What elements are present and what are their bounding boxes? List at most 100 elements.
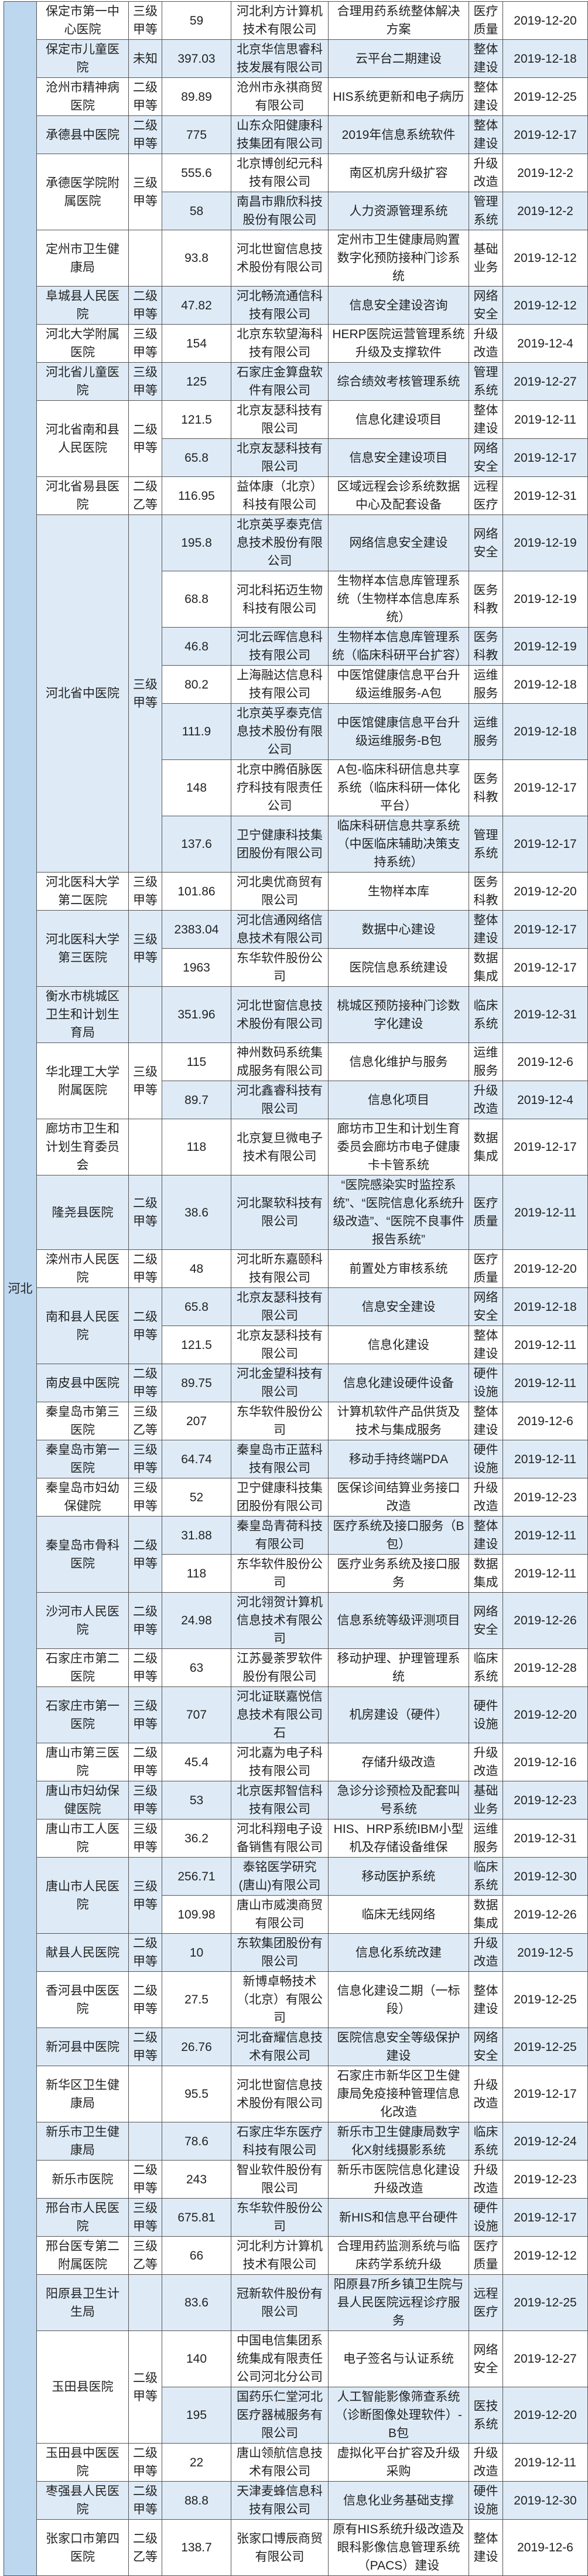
hospital-grade-cell: 二级甲等: [128, 1249, 162, 1288]
amount-cell: 207: [162, 1402, 231, 1440]
date-cell: 2019-12-20: [502, 1, 588, 40]
table-row: 石家庄市第二医院 二级甲等 63 江苏曼荼罗软件股份有限公司 移动护理、护理管理系统 临床…: [4, 1648, 588, 1687]
hospital-name-cell: 南和县人民医院: [36, 1287, 129, 1364]
category-cell: 管理系统: [469, 362, 503, 401]
vendor-cell: 北京中腾佰脉医疗科技有限责任公司: [231, 759, 329, 816]
amount-cell: 121.5: [162, 400, 231, 439]
hospital-name-cell: 南皮县中医院: [36, 1364, 129, 1402]
hospital-name-cell: 邢台市人民医院: [36, 2198, 129, 2237]
amount-cell: 140: [162, 2330, 231, 2387]
project-cell: 前置处方审核系统: [328, 1249, 469, 1288]
amount-cell: 555.6: [162, 154, 231, 192]
date-cell: 2019-12-4: [502, 324, 588, 363]
project-cell: 新乐市卫生健康局数字化X射线摄影系统: [328, 2122, 469, 2161]
amount-cell: 24.98: [162, 1592, 231, 1649]
category-cell: 运维服务: [469, 703, 503, 760]
project-cell: 生物样本信息库管理系统（生物样本信息库系统）: [328, 571, 469, 628]
hospital-grade-cell: 三级甲等: [128, 872, 162, 911]
category-cell: 升级改造: [469, 1743, 503, 1781]
category-cell: 硬件设施: [469, 1440, 503, 1478]
project-cell: 电子签名与认证系统: [328, 2330, 469, 2387]
category-cell: 临床系统: [469, 2122, 503, 2161]
date-cell: 2019-12-20: [502, 1249, 588, 1288]
hospital-name-cell: 衡水市桃城区卫生和计划生育局: [36, 986, 129, 1043]
amount-cell: 52: [162, 1478, 231, 1517]
vendor-cell: 南昌市鼎欣科技股份有限公司: [231, 192, 329, 230]
project-cell: 定州市卫生健康局购置数字化预防接种门诊系统: [328, 230, 469, 287]
hospital-grade-cell: 三级甲等: [128, 514, 162, 873]
amount-cell: 101.86: [162, 872, 231, 911]
date-cell: 2019-12-24: [502, 2122, 588, 2161]
project-cell: 存储升级改造: [328, 1743, 469, 1781]
hospital-grade-cell: 二级甲等: [128, 1648, 162, 1687]
vendor-cell: 河北信通网络信息技术有限公司: [231, 910, 329, 949]
hospital-name-cell: 唐山市人民医院: [36, 1857, 129, 1934]
vendor-cell: 新博卓畅技术（北京）有限公司: [231, 1971, 329, 2028]
category-cell: 网络安全: [469, 1287, 503, 1326]
hospital-name-cell: 阳原县卫生计生局: [36, 2274, 129, 2331]
hospital-name-cell: 阜城县人民医院: [36, 286, 129, 325]
category-cell: 临床系统: [469, 986, 503, 1043]
vendor-cell: 河北利方计算机技术有限公司: [231, 2236, 329, 2275]
date-cell: 2019-12-2: [502, 154, 588, 192]
date-cell: 2019-12-17: [502, 438, 588, 477]
vendor-cell: 北京华信思睿科技发展有限公司: [231, 39, 329, 78]
date-cell: 2019-12-6: [502, 1042, 588, 1081]
table-row: 89.7 河北鑫睿科技有限公司 信息化项目 升级改造 2019-12-4: [4, 1081, 588, 1119]
category-cell: 基础业务: [469, 1781, 503, 1819]
project-cell: 中医馆健康信息平台升级运维服务-A包: [328, 665, 469, 704]
amount-cell: 48: [162, 1249, 231, 1288]
category-cell: 升级改造: [469, 1478, 503, 1517]
amount-cell: 88.8: [162, 2481, 231, 2520]
category-cell: 整体建设: [469, 1971, 503, 2028]
vendor-cell: 神州数码系统集成服务有限公司: [231, 1042, 329, 1081]
table-row: 148 北京中腾佰脉医疗科技有限责任公司 A包-临床科研信息共享系统（临床科研一体化…: [4, 759, 588, 816]
amount-cell: 116.95: [162, 476, 231, 515]
vendor-cell: 卫宁健康科技集团股份有限公司: [231, 816, 329, 873]
hospital-name-cell: 河北省中医院: [36, 514, 129, 873]
date-cell: 2019-12-6: [502, 2519, 588, 2576]
amount-cell: 109.98: [162, 1895, 231, 1934]
vendor-cell: 北京英孚泰克信息技术股份有限公司: [231, 514, 329, 571]
date-cell: 2019-12-11: [502, 1326, 588, 1364]
vendor-cell: 冠新软件股份有限公司: [231, 2274, 329, 2331]
project-cell: 临床科研信息共享系统（中医临床辅助决策支持系统）: [328, 816, 469, 873]
table-row: 唐山市工人医院 三级甲等 36.2 河北科翔电子设备销售有限公司 HIS、HRP系统IB…: [4, 1819, 588, 1858]
project-cell: 合理用药系统整体解决方案: [328, 1, 469, 40]
table-row: 秦皇岛市骨科医院 二级甲等 31.88 秦皇岛青荷科技有限公司 医疗系统及接口服务（B包…: [4, 1516, 588, 1593]
table-row: 玉田县中医医院 二级甲等 22 唐山领航信息技术有限公司 虚拟化平台扩容及升级采购 升级改…: [4, 2443, 588, 2482]
table-row: 65.8 北京友瑟科技有限公司 信息安全建设项目 网络安全 2019-12-17: [4, 438, 588, 477]
category-cell: 升级改造: [469, 1933, 503, 1972]
hospital-name-cell: 定州市卫生健康局: [36, 230, 129, 287]
hospital-grade-cell: 三级甲等: [128, 1440, 162, 1478]
amount-cell: 256.71: [162, 1857, 231, 1896]
amount-cell: 118: [162, 1554, 231, 1593]
vendor-cell: 江苏曼荼罗软件股份有限公司: [231, 1648, 329, 1687]
hospital-name-cell: 承德医学院附属医院: [36, 154, 129, 230]
table-row: 华北理工大学附属医院 三级甲等 115 神州数码系统集成服务有限公司 信息化维护与服务运…: [4, 1042, 588, 1119]
table-row: 1963 东华软件股份公司 医院信息系统建设 数据集成 2019-12-17: [4, 948, 588, 987]
category-cell: 整体建设: [469, 910, 503, 949]
province-cell: 河北: [4, 1, 37, 2576]
amount-cell: 53: [162, 1781, 231, 1819]
project-cell: 区域远程会诊系统数据中心及配套设备: [328, 476, 469, 515]
date-cell: 2019-12-19: [502, 627, 588, 666]
table-row: 邢台医专第二附属医院 三级乙等 66 河北利方计算机技术有限公司 合理用药监测系统与临床…: [4, 2236, 588, 2275]
vendor-cell: 河北世窗信息技术股份有限公司: [231, 230, 329, 287]
hospital-grade-cell: 三级乙等: [128, 1402, 162, 1440]
amount-cell: 707: [162, 1686, 231, 1743]
hospital-grade-cell: 二级甲等: [128, 115, 162, 154]
vendor-cell: 北京英孚泰克信息技术股份有限公司: [231, 703, 329, 760]
table-row: 定州市卫生健康局 93.8 河北世窗信息技术股份有限公司 定州市卫生健康局购置数字化预…: [4, 230, 588, 287]
project-cell: 移动医护系统: [328, 1857, 469, 1896]
project-cell: 数据中心建设: [328, 910, 469, 949]
hospital-grade-cell: 三级甲等: [128, 324, 162, 363]
project-cell: 人力资源管理系统: [328, 192, 469, 230]
amount-cell: 89.75: [162, 1364, 231, 1402]
category-cell: 运维服务: [469, 665, 503, 704]
amount-cell: 118: [162, 1119, 231, 1175]
date-cell: 2019-12-11: [502, 2443, 588, 2482]
project-cell: 综合绩效考核管理系统: [328, 362, 469, 401]
amount-cell: 195: [162, 2387, 231, 2444]
amount-cell: 65.8: [162, 438, 231, 477]
